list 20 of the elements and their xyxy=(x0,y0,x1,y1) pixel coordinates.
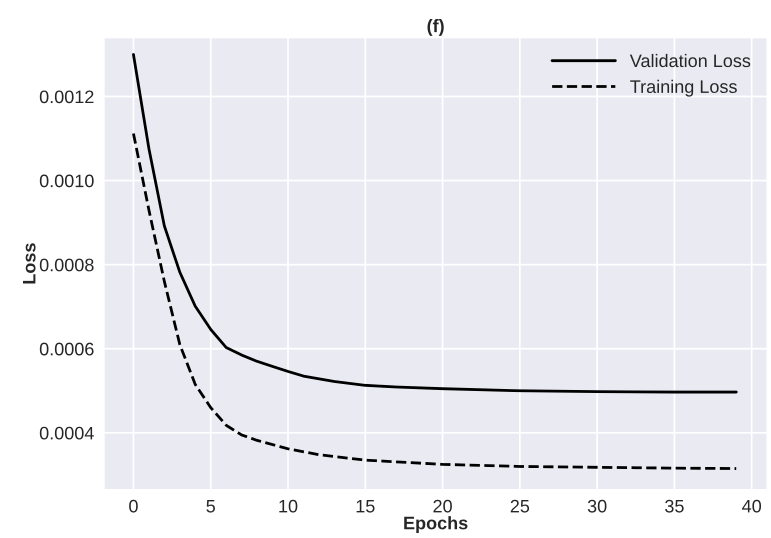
y-tick-label: 0.0010 xyxy=(40,174,94,188)
x-tick-label: 15 xyxy=(356,500,375,513)
y-tick-label: 0.0006 xyxy=(40,342,94,356)
x-tick-label: 30 xyxy=(588,500,606,513)
x-tick-label: 40 xyxy=(742,500,762,513)
x-tick-label: 10 xyxy=(279,500,298,513)
legend-label: Training Loss xyxy=(630,80,737,97)
y-tick-label: 0.0012 xyxy=(40,90,94,104)
x-tick-label: 0 xyxy=(129,500,138,513)
y-tick-label: 0.0008 xyxy=(40,258,94,272)
y-axis-title: Loss xyxy=(22,243,36,284)
x-tick-label: 5 xyxy=(206,500,215,513)
x-tick-label: 35 xyxy=(665,500,684,513)
line-series xyxy=(132,132,738,470)
chart-title: (f) xyxy=(427,19,444,36)
x-tick-label: 20 xyxy=(433,500,452,513)
x-tick-label: 25 xyxy=(510,500,530,513)
legend-label: Validation Loss xyxy=(630,54,750,68)
x-axis-title: Epochs xyxy=(404,516,468,533)
y-tick-label: 0.0004 xyxy=(40,426,94,440)
